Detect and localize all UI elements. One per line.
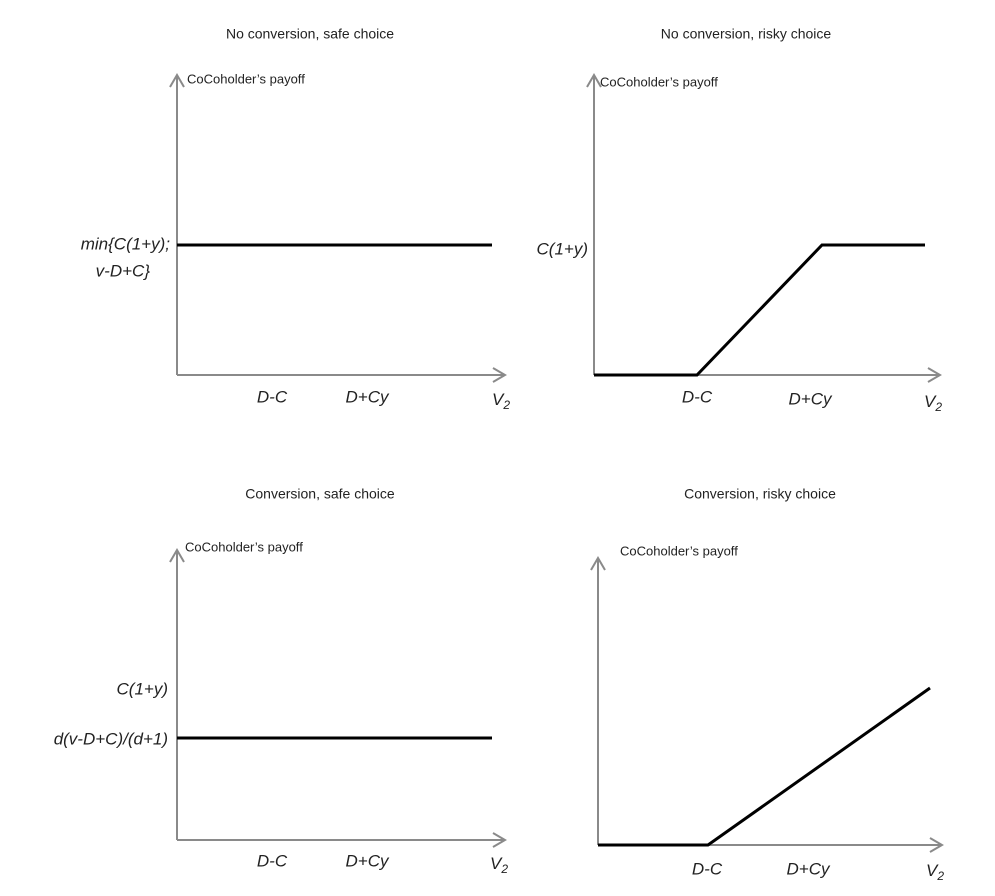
panel: Conversion, risky choice CoCoholder’s pay… (590, 486, 944, 883)
x-axis-label: V2 (926, 861, 944, 883)
y-axis (586, 73, 602, 375)
x-axis (177, 832, 507, 848)
y-axis (169, 73, 185, 375)
y-axis (590, 556, 606, 845)
y-level-label: min{C(1+y); (81, 234, 171, 253)
panel: No conversion, risky choice CoCoholder’s … (537, 26, 943, 414)
y-axis (169, 548, 185, 840)
y-axis-label: CoCoholder’s payoff (187, 71, 305, 86)
x-axis-label-main: V (490, 854, 503, 873)
x-axis-label-subscript: 2 (936, 869, 944, 883)
x-level-label: D-C (692, 859, 723, 878)
x-axis-label: V2 (490, 854, 508, 876)
y-level-label: C(1+y) (117, 679, 168, 698)
x-level-label: D-C (257, 851, 288, 870)
payoff-line (594, 243, 925, 377)
y-level-label: d(v-D+C)/(d+1) (54, 729, 168, 748)
x-level-label: D+Cy (346, 387, 390, 406)
y-axis-label: CoCoholder’s payoff (600, 74, 718, 89)
x-level-label: D-C (682, 387, 713, 406)
x-axis-label-subscript: 2 (502, 398, 510, 412)
y-level-label: v-D+C} (96, 261, 151, 280)
panel-title: Conversion, safe choice (245, 486, 395, 502)
x-axis-label-subscript: 2 (934, 400, 942, 414)
x-axis (177, 367, 507, 383)
x-axis-label: V2 (492, 390, 510, 412)
y-level-label: C(1+y) (537, 239, 588, 258)
panel-title: No conversion, safe choice (226, 26, 394, 42)
x-axis-label-subscript: 2 (500, 862, 508, 876)
y-axis-label: CoCoholder’s payoff (620, 543, 738, 558)
panel-title: No conversion, risky choice (661, 26, 832, 42)
x-level-label: D+Cy (346, 851, 390, 870)
x-level-label: D+Cy (787, 859, 831, 878)
x-axis-label-main: V (924, 392, 937, 411)
x-level-label: D+Cy (789, 389, 833, 408)
x-axis-label: V2 (924, 392, 942, 414)
x-axis-label-main: V (926, 861, 939, 880)
x-level-label: D-C (257, 387, 288, 406)
panel-title: Conversion, risky choice (684, 486, 836, 502)
payoff-line (598, 686, 931, 847)
panel: No conversion, safe choice CoCoholder’s p… (81, 26, 511, 412)
y-axis-label: CoCoholder’s payoff (185, 539, 303, 554)
panel: Conversion, safe choice CoCoholder’s payo… (54, 486, 509, 876)
x-axis-label-main: V (492, 390, 505, 409)
